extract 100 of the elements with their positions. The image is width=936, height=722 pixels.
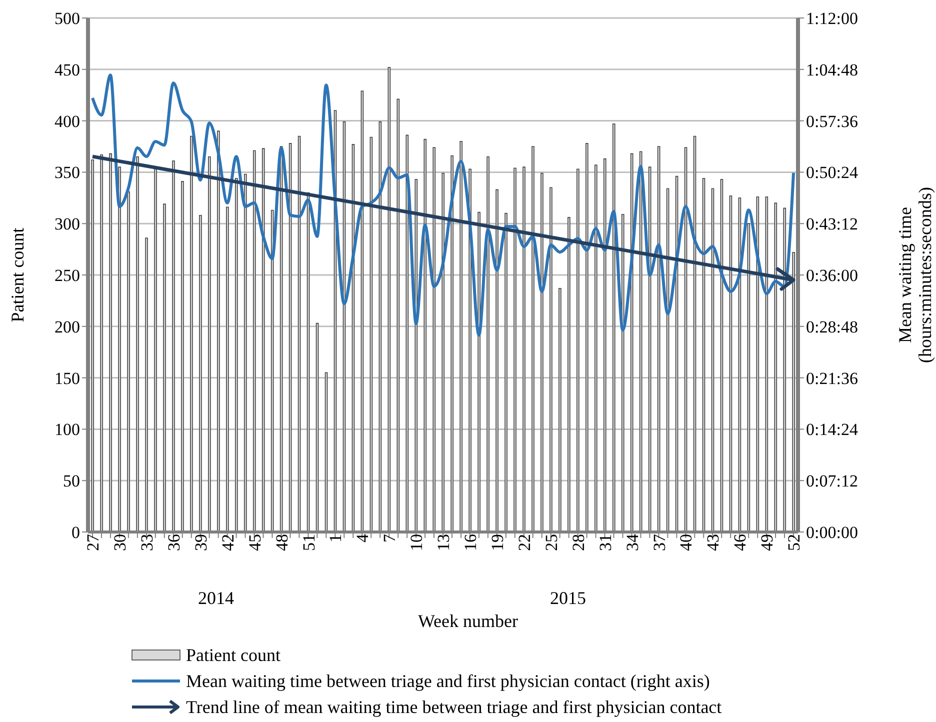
x-tick-label: 37	[650, 534, 669, 551]
bar	[252, 150, 256, 532]
x-tick-label: 45	[245, 534, 264, 551]
bar	[226, 206, 229, 532]
bar	[262, 148, 265, 532]
x-tick-label: 43	[704, 534, 723, 551]
bar	[586, 143, 588, 532]
x-tick-label: 19	[488, 534, 507, 551]
bar	[181, 181, 184, 532]
x-tick-label: 22	[514, 534, 534, 551]
y-tick-label: 200	[54, 317, 80, 336]
y2-tick-label: 0:21:36	[806, 368, 858, 388]
bar	[136, 156, 139, 532]
y2-tick-label: 0:57:36	[806, 112, 858, 131]
x-tick-label: 27	[84, 534, 103, 551]
x-tick-label: 39	[191, 534, 210, 551]
bar	[504, 212, 508, 532]
y2-tick-label: 0:28:48	[806, 317, 858, 336]
x-tick-label: 10	[407, 534, 426, 551]
bar	[486, 156, 490, 532]
bar	[450, 155, 454, 532]
x-tick-label: 49	[758, 534, 777, 551]
y2-tick-label: 0:43:12	[806, 214, 858, 234]
bar	[612, 123, 616, 532]
bar	[172, 160, 175, 532]
x-tick-label: 4	[353, 534, 372, 542]
y-tick-label: 150	[54, 368, 80, 388]
y2-tick-label: 1:04:48	[806, 60, 858, 80]
bar	[468, 168, 472, 532]
bar	[109, 153, 112, 532]
x-tick-label: 31	[596, 534, 615, 551]
y-tick-label: 250	[54, 266, 80, 286]
bar	[208, 156, 211, 532]
bar	[432, 147, 436, 532]
bar	[154, 168, 157, 532]
x-tick-label: 42	[218, 534, 238, 551]
bar	[568, 217, 570, 532]
x-tick-label: 1	[326, 534, 346, 542]
bar	[145, 238, 148, 532]
bar	[496, 189, 498, 532]
y-tick-label: 50	[63, 472, 80, 491]
x-tick-label: 30	[110, 534, 130, 551]
bar	[190, 136, 193, 532]
x-tick-label: 13	[434, 534, 454, 551]
x-tick-label: 51	[299, 534, 318, 551]
y-tick-label: 350	[54, 163, 80, 182]
x-tick-label: 7	[380, 534, 400, 542]
bar	[217, 130, 220, 532]
bar	[478, 212, 480, 532]
y-axis-title: Patient count	[8, 228, 28, 322]
bar	[783, 208, 786, 532]
y2-tick-label: 0:07:12	[806, 472, 858, 491]
y-tick-label: 500	[54, 9, 80, 28]
x-tick-label: 28	[568, 534, 588, 551]
bar	[603, 158, 606, 532]
bar	[532, 146, 534, 532]
x-tick-label: 33	[137, 534, 156, 551]
text: 2015	[550, 588, 586, 609]
bar	[460, 140, 462, 532]
y-tick-label: 300	[54, 214, 80, 234]
bar	[118, 166, 121, 532]
y-tick-label: 100	[54, 420, 80, 440]
y-tick-label: 450	[54, 60, 80, 80]
bar	[558, 288, 562, 532]
bar	[765, 196, 768, 532]
y-tick-label: 0	[72, 523, 80, 542]
legend-label: Mean waiting time between triage and first physician contact (right axis)	[186, 670, 710, 692]
bar	[540, 172, 544, 532]
x-tick-label: 25	[542, 534, 561, 551]
bar	[199, 214, 202, 532]
bar	[100, 154, 103, 532]
bar	[550, 187, 552, 532]
legend-label: Patient count	[186, 644, 280, 666]
bar	[514, 168, 516, 532]
line-series	[90, 74, 796, 336]
y2-axis-title: Mean waiting time (hours:minutes:seconds)	[895, 186, 935, 365]
bar	[234, 178, 238, 532]
y2-tick-label: 0:50:24	[806, 163, 858, 182]
bar	[774, 202, 778, 532]
bar	[442, 172, 444, 532]
text: 2014	[198, 588, 234, 609]
x-tick-label: 36	[164, 534, 184, 551]
y2-tick-label: 0:36:00	[806, 266, 858, 286]
bar	[244, 174, 247, 532]
y2-tick-label: 1:12:00	[806, 9, 858, 28]
legend-label: Trend line of mean waiting time between triage and first physician contact	[186, 696, 722, 718]
x-tick-label: 34	[622, 534, 642, 551]
x-tick-label: 40	[676, 534, 696, 551]
x-tick-label: 52	[784, 534, 804, 551]
bar	[163, 204, 166, 532]
bar	[594, 164, 598, 532]
x-axis-title: Week number	[418, 611, 518, 632]
x-tick-label: 16	[461, 534, 480, 551]
x-tick-label: 48	[272, 534, 292, 551]
bar	[424, 138, 427, 532]
bar	[414, 178, 418, 532]
y2-tick-label: 0:00:00	[806, 523, 858, 542]
y-tick-label: 400	[54, 112, 80, 131]
bar	[576, 168, 580, 532]
x-tick-label: 46	[730, 534, 750, 551]
